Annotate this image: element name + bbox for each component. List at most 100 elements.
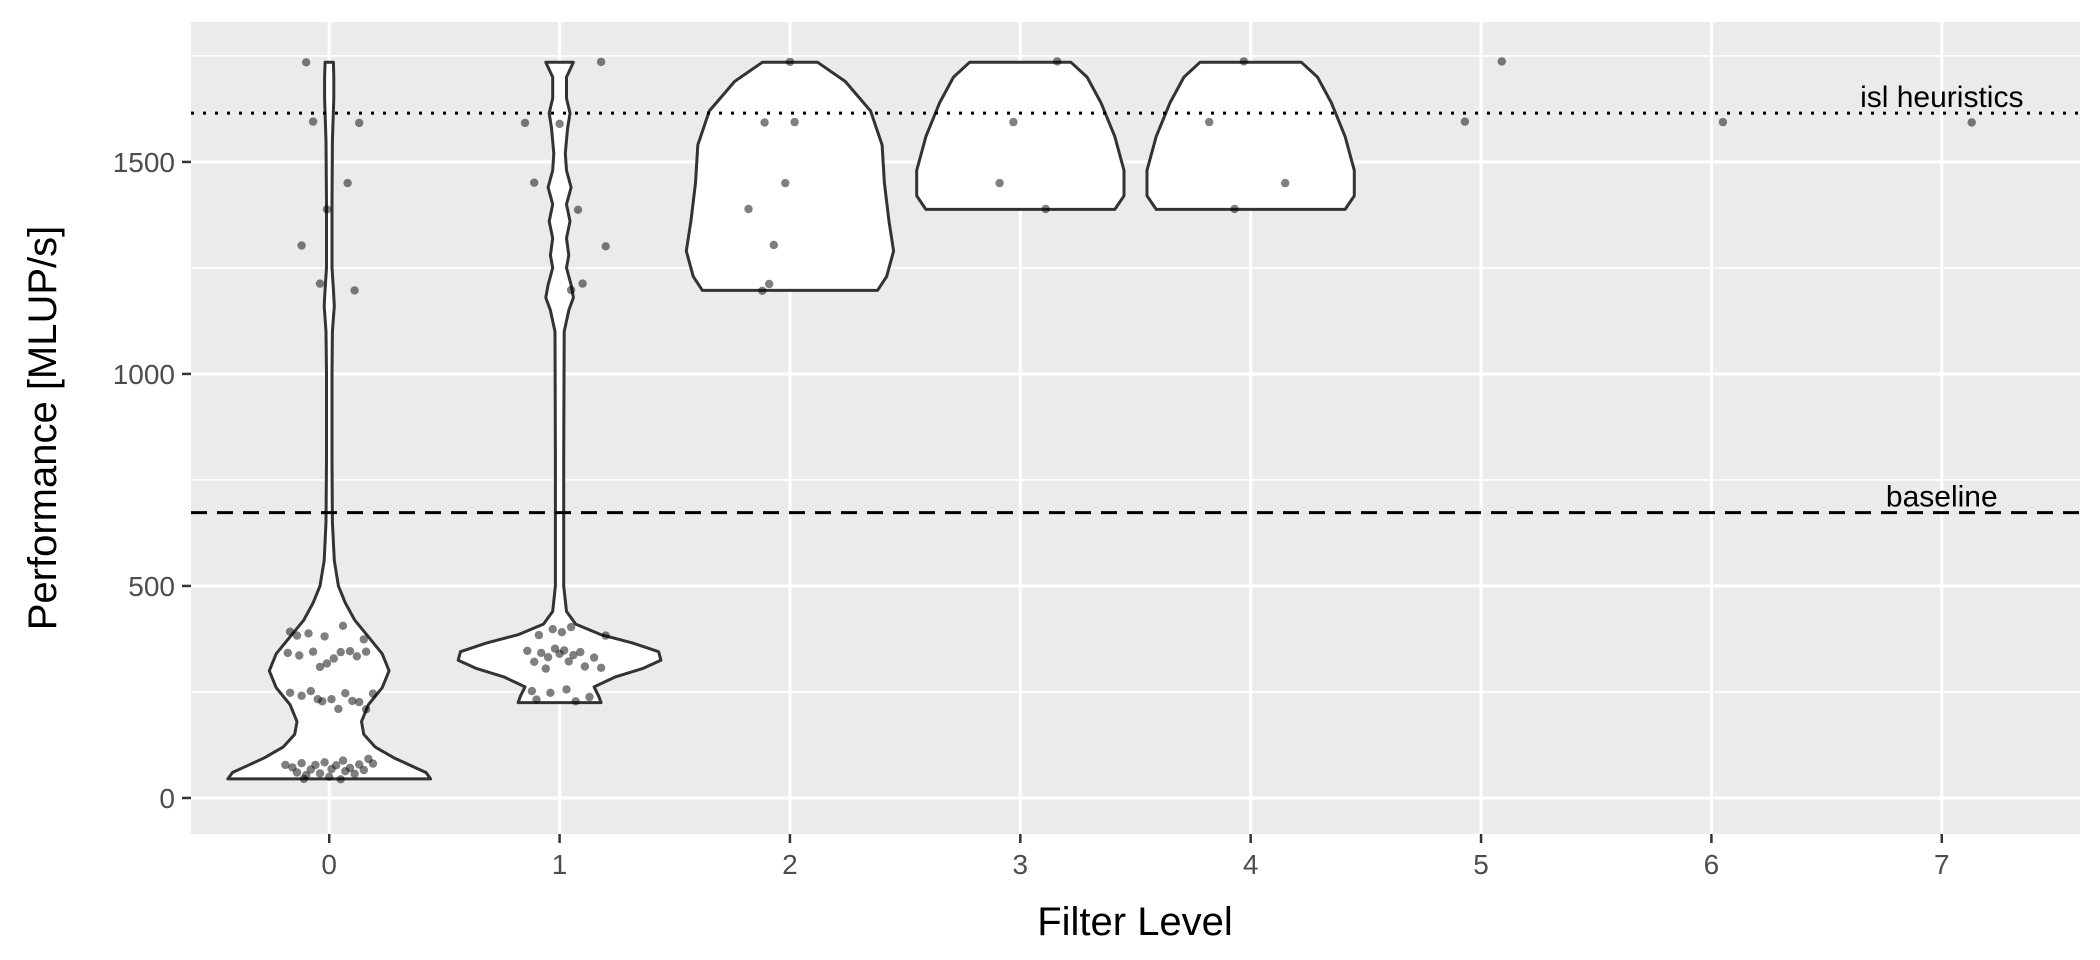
data-point: [285, 688, 295, 697]
data-point: [315, 662, 325, 672]
data-point: [566, 622, 576, 632]
data-point: [336, 775, 345, 784]
data-point: [785, 57, 795, 67]
data-point: [541, 664, 550, 673]
data-point: [781, 178, 790, 188]
violins: [226, 60, 1356, 781]
data-point: [1239, 57, 1249, 66]
data-point: [299, 774, 309, 784]
data-point: [343, 178, 352, 188]
y-tick-label: 0: [159, 783, 175, 814]
x-tick-label: 7: [1934, 849, 1950, 880]
data-point: [560, 646, 569, 655]
violin-shape: [1145, 60, 1356, 211]
reference-lines: isl heuristics baseline: [191, 81, 2080, 515]
data-point: [285, 627, 295, 636]
data-point: [295, 651, 304, 660]
data-point: [327, 695, 336, 704]
data-point: [308, 647, 318, 656]
data-point: [311, 760, 320, 770]
data-point: [578, 279, 587, 288]
data-point: [555, 119, 564, 128]
data-point: [320, 758, 329, 767]
data-point: [338, 756, 348, 765]
data-point: [576, 647, 585, 657]
data-point: [368, 689, 378, 698]
data-point: [308, 117, 318, 126]
data-point: [569, 650, 578, 660]
data-point: [348, 696, 357, 706]
data-point: [580, 662, 590, 671]
x-tick-label: 3: [1013, 849, 1029, 880]
data-point: [1230, 204, 1239, 214]
data-point: [564, 657, 573, 666]
data-point: [601, 242, 610, 251]
data-point: [758, 286, 767, 295]
data-point: [1718, 117, 1728, 127]
minor-gridlines: [191, 55, 2080, 693]
data-point: [573, 205, 583, 214]
reference-line-label: baseline: [1886, 481, 1998, 514]
data-point: [523, 646, 532, 655]
data-point: [1281, 178, 1290, 188]
data-point: [352, 652, 362, 661]
data-point: [336, 647, 345, 657]
data-point: [304, 629, 313, 638]
data-point: [281, 760, 290, 770]
data-point: [292, 631, 302, 640]
data-point: [534, 630, 544, 640]
data-point: [566, 285, 576, 295]
data-point: [355, 697, 364, 707]
data-point: [1497, 57, 1507, 66]
data-point: [790, 117, 799, 127]
data-point: [760, 118, 769, 127]
data-point: [306, 686, 315, 696]
data-point: [1205, 117, 1214, 127]
data-point: [368, 759, 378, 768]
data-point: [585, 692, 594, 702]
x-tick-label: 4: [1243, 849, 1259, 880]
data-point: [350, 769, 359, 778]
x-tick-label: 1: [552, 849, 568, 880]
data-point: [283, 648, 292, 658]
data-point: [322, 659, 332, 668]
data-point: [341, 689, 350, 698]
data-point: [315, 769, 325, 778]
data-point: [1041, 204, 1050, 214]
y-axis-title: Performance [MLUP/s]: [21, 226, 65, 631]
y-axis: 0 500 1000 1500: [113, 147, 191, 814]
data-point: [543, 653, 553, 662]
data-point: [355, 760, 364, 769]
data-point: [532, 695, 541, 704]
data-point: [359, 765, 368, 775]
data-point: [769, 240, 778, 250]
data-point: [345, 763, 355, 773]
data-point: [546, 688, 555, 697]
x-tick-label: 2: [782, 849, 798, 880]
data-point: [601, 631, 610, 640]
x-tick-label: 5: [1473, 849, 1489, 880]
data-point: [315, 279, 325, 288]
data-point: [557, 628, 567, 637]
x-tick-label: 6: [1704, 849, 1720, 880]
data-point: [527, 686, 537, 696]
data-point: [589, 653, 599, 662]
data-point: [596, 663, 606, 672]
data-point: [302, 58, 311, 67]
data-point: [350, 286, 359, 295]
jitter-points: [281, 57, 1976, 784]
data-point: [334, 704, 343, 714]
data-point: [765, 279, 774, 289]
data-point: [562, 685, 571, 694]
data-point: [520, 118, 530, 128]
data-point: [548, 625, 557, 634]
data-point: [361, 647, 371, 656]
data-point: [320, 632, 329, 641]
data-point: [530, 657, 539, 666]
data-point: [325, 772, 334, 781]
data-point: [329, 654, 338, 663]
x-axis-title: Filter Level: [1037, 900, 1233, 944]
data-point: [297, 241, 306, 250]
panel-background: [191, 22, 2080, 834]
